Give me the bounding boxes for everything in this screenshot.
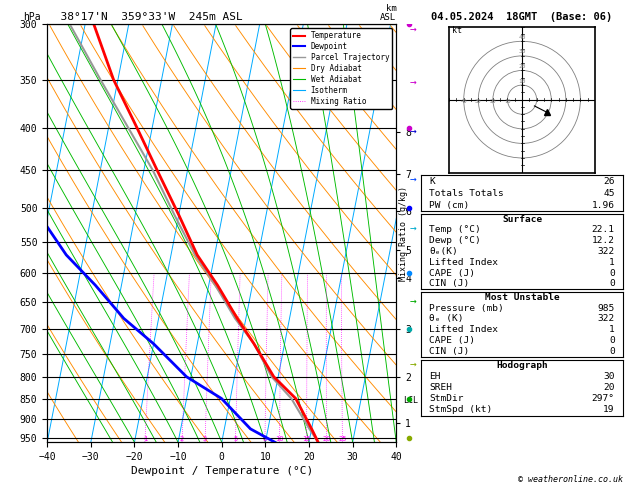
Text: →: → [410,296,417,306]
Text: 0: 0 [609,279,615,288]
Text: CAPE (J): CAPE (J) [430,269,476,278]
Text: 1.96: 1.96 [592,201,615,210]
Text: 22.1: 22.1 [592,226,615,234]
Text: 1: 1 [143,436,147,442]
Text: Most Unstable: Most Unstable [485,293,559,302]
Text: 2: 2 [180,436,184,442]
Text: 30: 30 [475,99,482,104]
Text: →: → [410,360,417,369]
Text: →: → [410,126,417,136]
X-axis label: Dewpoint / Temperature (°C): Dewpoint / Temperature (°C) [131,466,313,476]
Legend: Temperature, Dewpoint, Parcel Trajectory, Dry Adiabat, Wet Adiabat, Isotherm, Mi: Temperature, Dewpoint, Parcel Trajectory… [290,28,392,109]
Text: θₑ(K): θₑ(K) [430,247,459,256]
Text: 0: 0 [609,269,615,278]
Text: 10: 10 [518,79,526,84]
Text: 26: 26 [603,176,615,186]
Text: 985: 985 [598,303,615,312]
Text: hPa: hPa [23,12,40,22]
Text: 322: 322 [598,247,615,256]
Text: 3: 3 [203,436,207,442]
Text: →: → [410,78,417,87]
Text: 0: 0 [609,347,615,356]
Text: 10: 10 [504,99,511,104]
Text: 20: 20 [489,99,496,104]
Text: 45: 45 [603,189,615,198]
Text: EH: EH [430,372,441,381]
Text: CIN (J): CIN (J) [430,347,470,356]
Text: CAPE (J): CAPE (J) [430,336,476,346]
Text: 1: 1 [609,258,615,267]
Text: 0: 0 [609,336,615,346]
Text: Temp (°C): Temp (°C) [430,226,481,234]
Text: Lifted Index: Lifted Index [430,325,498,334]
Text: PW (cm): PW (cm) [430,201,470,210]
Text: Hodograph: Hodograph [496,361,548,370]
Text: 1: 1 [609,325,615,334]
Text: Totals Totals: Totals Totals [430,189,504,198]
Text: →: → [410,175,417,185]
Text: 15: 15 [303,436,311,442]
Text: Dewp (°C): Dewp (°C) [430,236,481,245]
Text: CIN (J): CIN (J) [430,279,470,288]
Text: Lifted Index: Lifted Index [430,258,498,267]
Text: 5: 5 [233,436,238,442]
Text: 30: 30 [518,50,526,54]
Text: 04.05.2024  18GMT  (Base: 06): 04.05.2024 18GMT (Base: 06) [431,12,613,22]
Text: 19: 19 [603,405,615,415]
Text: 12.2: 12.2 [592,236,615,245]
Text: θₑ (K): θₑ (K) [430,314,464,324]
Text: 20: 20 [518,64,526,69]
Text: 10: 10 [276,436,284,442]
Text: 38°17'N  359°33'W  245m ASL: 38°17'N 359°33'W 245m ASL [47,12,243,22]
Text: →: → [410,24,417,34]
Text: 30: 30 [603,372,615,381]
Text: Surface: Surface [502,215,542,224]
Text: 40: 40 [460,99,467,104]
Text: K: K [430,176,435,186]
Text: 40: 40 [518,35,526,40]
Text: StmDir: StmDir [430,394,464,403]
Text: StmSpd (kt): StmSpd (kt) [430,405,493,415]
Text: 322: 322 [598,314,615,324]
Text: Mixing Ratio (g/kg): Mixing Ratio (g/kg) [399,186,408,281]
Text: 8: 8 [263,436,267,442]
Text: 20: 20 [323,436,331,442]
Text: →: → [410,224,417,233]
Text: SREH: SREH [430,383,452,392]
Text: 25: 25 [338,436,347,442]
Text: km
ASL: km ASL [380,3,396,22]
Text: kt: kt [452,26,462,35]
Text: © weatheronline.co.uk: © weatheronline.co.uk [518,474,623,484]
Text: 297°: 297° [592,394,615,403]
Text: 20: 20 [603,383,615,392]
Text: Pressure (mb): Pressure (mb) [430,303,504,312]
Text: LCL: LCL [403,396,418,405]
